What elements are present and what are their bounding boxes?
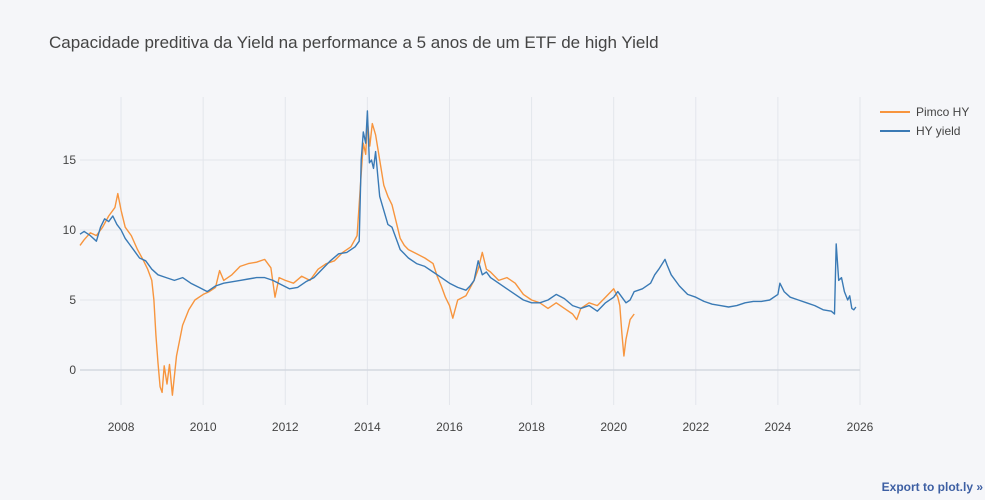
chart-title: Capacidade preditiva da Yield na perform… [49,33,659,52]
x-tick-label-2022: 2022 [682,420,709,434]
x-tick-label-2014: 2014 [354,420,381,434]
legend-item-hy-yield[interactable]: HY yield [880,124,960,138]
export-to-plotly-link[interactable]: Export to plot.ly » [881,480,983,494]
y-tick-label-5: 5 [69,293,76,307]
x-tick-label-2020: 2020 [600,420,627,434]
x-tick-label-2012: 2012 [272,420,299,434]
x-tick-label-2016: 2016 [436,420,463,434]
y-tick-label-15: 15 [63,153,77,167]
legend-label-hy-yield: HY yield [916,124,960,138]
series-layer [79,110,857,396]
x-grid [120,97,861,405]
x-tick-label-2026: 2026 [847,420,874,434]
x-tick-label-2010: 2010 [190,420,217,434]
y-grid [80,159,860,371]
series-line-hy-yield[interactable] [79,110,857,315]
y-tick-label-10: 10 [63,223,77,237]
x-tick-label-2024: 2024 [765,420,792,434]
y-axis-ticks: 0 5 10 15 [63,153,77,377]
legend-item-pimco-hy[interactable]: Pimco HY [880,105,969,119]
x-tick-label-2018: 2018 [518,420,545,434]
x-tick-label-2008: 2008 [108,420,135,434]
legend-label-pimco-hy: Pimco HY [916,105,969,119]
y-tick-label-0: 0 [69,363,76,377]
x-axis-ticks: 2008 2010 2012 2014 2016 2018 2020 2022 2024 2026 [108,420,874,434]
legend[interactable]: Pimco HY HY yield [880,105,969,138]
